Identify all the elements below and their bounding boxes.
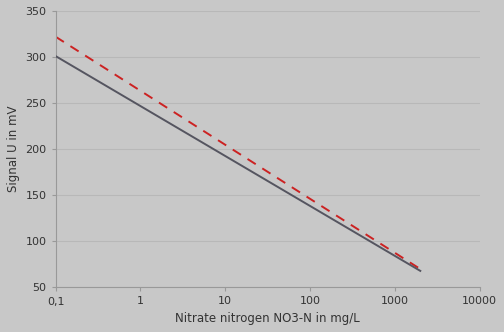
Y-axis label: Signal U in mV: Signal U in mV [7,106,20,193]
X-axis label: Nitrate nitrogen NO3-N in mg/L: Nitrate nitrogen NO3-N in mg/L [175,312,360,325]
